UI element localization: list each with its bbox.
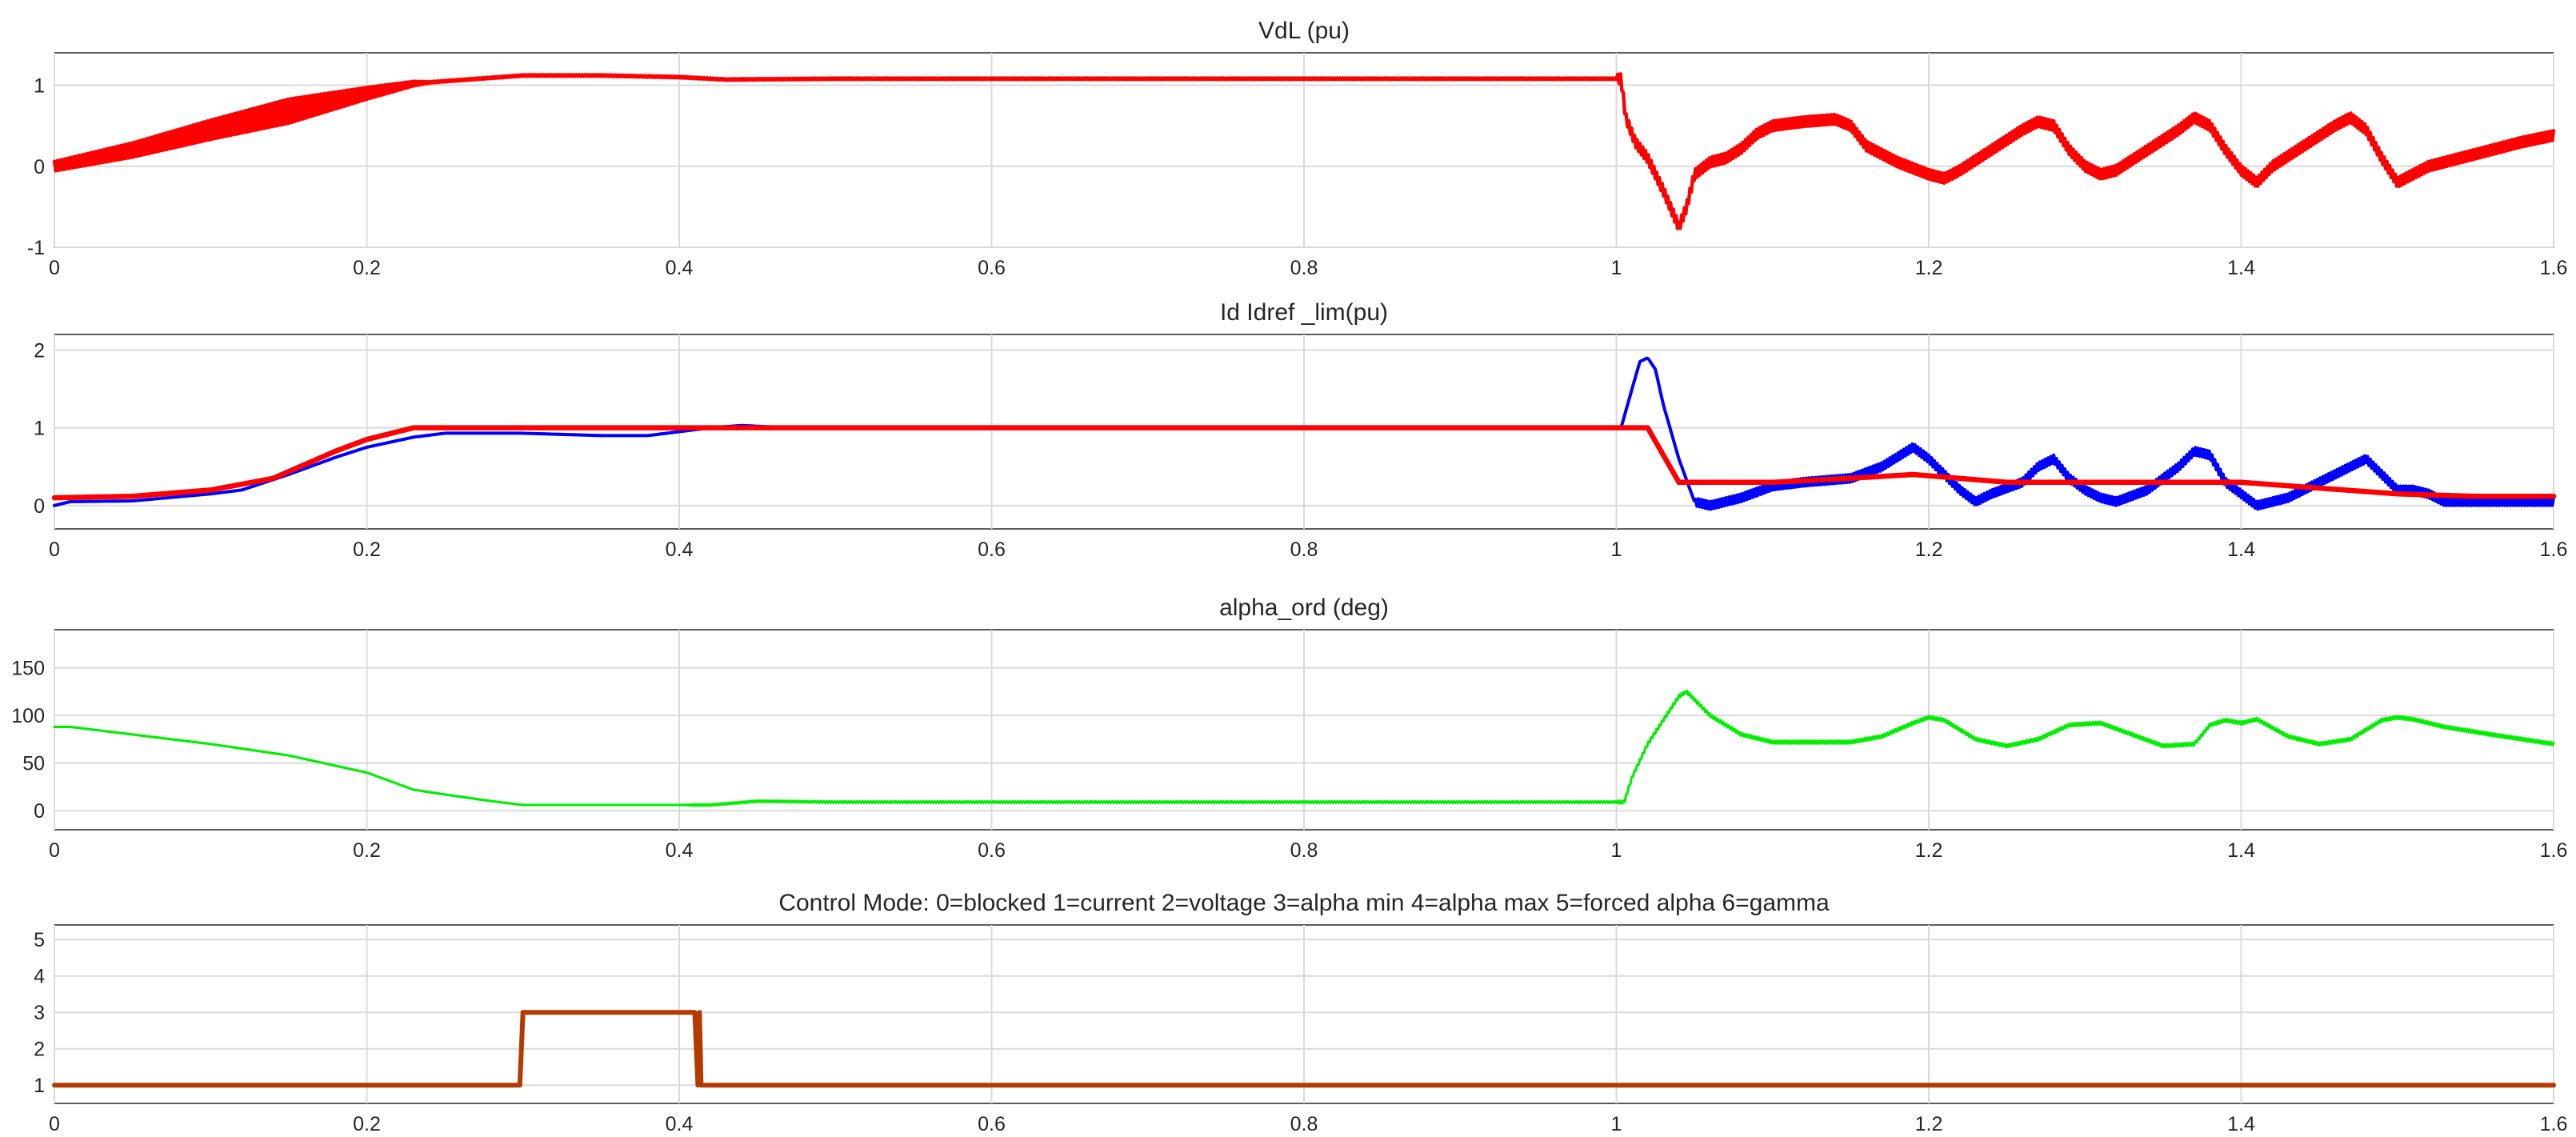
x-tick-label: 1 — [1611, 839, 1622, 862]
x-tick-label: 0.4 — [666, 839, 694, 862]
plot-title: VdL (pu) — [1258, 18, 1350, 44]
plot-title: Id Idref _lim(pu) — [1220, 299, 1388, 326]
x-tick-label: 0.6 — [978, 257, 1006, 279]
x-tick-label: 0.2 — [353, 1113, 381, 1135]
series-line-2 — [51, 425, 2557, 501]
y-tick-label: 0 — [34, 156, 45, 178]
x-tick-label: 0 — [49, 257, 60, 279]
plot-title: Control Mode: 0=blocked 1=current 2=volt… — [778, 890, 1830, 916]
y-tick-label: 3 — [34, 1002, 45, 1024]
series-line-1 — [52, 1010, 2556, 1088]
x-tick-label: 1.2 — [1915, 839, 1943, 862]
x-tick-label: 0.8 — [1290, 257, 1318, 279]
x-tick-label: 1.6 — [2540, 257, 2568, 279]
x-tick-label: 0 — [49, 1113, 60, 1135]
x-tick-label: 0.8 — [1290, 839, 1318, 862]
x-tick-label: 1.2 — [1915, 257, 1943, 279]
x-tick-label: 0.6 — [978, 839, 1006, 862]
x-tick-label: 0.8 — [1290, 538, 1318, 561]
x-tick-label: 0.6 — [978, 1113, 1006, 1135]
x-tick-label: 1.6 — [2540, 538, 2568, 561]
y-tick-label: 100 — [11, 705, 45, 727]
series-line-1 — [53, 689, 2555, 807]
x-tick-label: 0.2 — [353, 839, 381, 862]
y-tick-label: 150 — [11, 658, 45, 680]
y-tick-label: 4 — [34, 966, 45, 988]
y-tick-label: 1 — [34, 1075, 45, 1097]
x-tick-label: 1.4 — [2227, 257, 2255, 279]
y-tick-label: -1 — [27, 237, 45, 259]
x-tick-label: 0 — [49, 538, 60, 561]
x-tick-label: 1 — [1611, 1113, 1622, 1135]
x-tick-label: 0.4 — [666, 1113, 694, 1135]
plot-title: alpha_ord (deg) — [1219, 595, 1389, 621]
x-tick-label: 1 — [1611, 257, 1622, 279]
x-tick-label: 1.6 — [2540, 839, 2568, 862]
y-tick-label: 0 — [34, 800, 45, 823]
x-tick-label: 0.4 — [666, 257, 694, 279]
x-tick-label: 1.4 — [2227, 1113, 2255, 1135]
y-tick-label: 2 — [34, 1039, 45, 1061]
plot-panel-3: 0 0.2 0.4 0.6 0.8 1 1.2 1.4 1.6 0 50 100 150 alpha_or… — [11, 595, 2567, 862]
series-line-1 — [52, 72, 2556, 230]
x-tick-label: 0.6 — [978, 538, 1006, 561]
x-tick-label: 1 — [1611, 538, 1622, 561]
y-tick-label: 1 — [34, 75, 45, 98]
y-tick-label: 0 — [34, 495, 45, 518]
x-tick-label: 0.4 — [666, 538, 694, 561]
y-tick-label: 50 — [22, 753, 45, 775]
x-tick-label: 1.4 — [2227, 839, 2255, 862]
x-tick-label: 1.2 — [1915, 538, 1943, 561]
x-tick-label: 0 — [49, 839, 60, 862]
x-tick-label: 1.4 — [2227, 538, 2255, 561]
y-tick-label: 5 — [34, 929, 45, 951]
x-tick-label: 1.6 — [2540, 1113, 2568, 1135]
plot-panel-2: 0 0.2 0.4 0.6 0.8 1 1.2 1.4 1.6 0 1 2 Id Idref _lim(… — [34, 299, 2567, 561]
x-tick-label: 1.2 — [1915, 1113, 1943, 1135]
x-tick-label: 0.2 — [353, 538, 381, 561]
plot-panel-4: 0 0.2 0.4 0.6 0.8 1 1.2 1.4 1.6 1 2 3 4 5 Control Mode… — [34, 890, 2567, 1135]
x-tick-label: 0.8 — [1290, 1113, 1318, 1135]
y-tick-label: 2 — [34, 339, 45, 362]
y-tick-label: 1 — [34, 418, 45, 440]
x-tick-label: 0.2 — [353, 257, 381, 279]
